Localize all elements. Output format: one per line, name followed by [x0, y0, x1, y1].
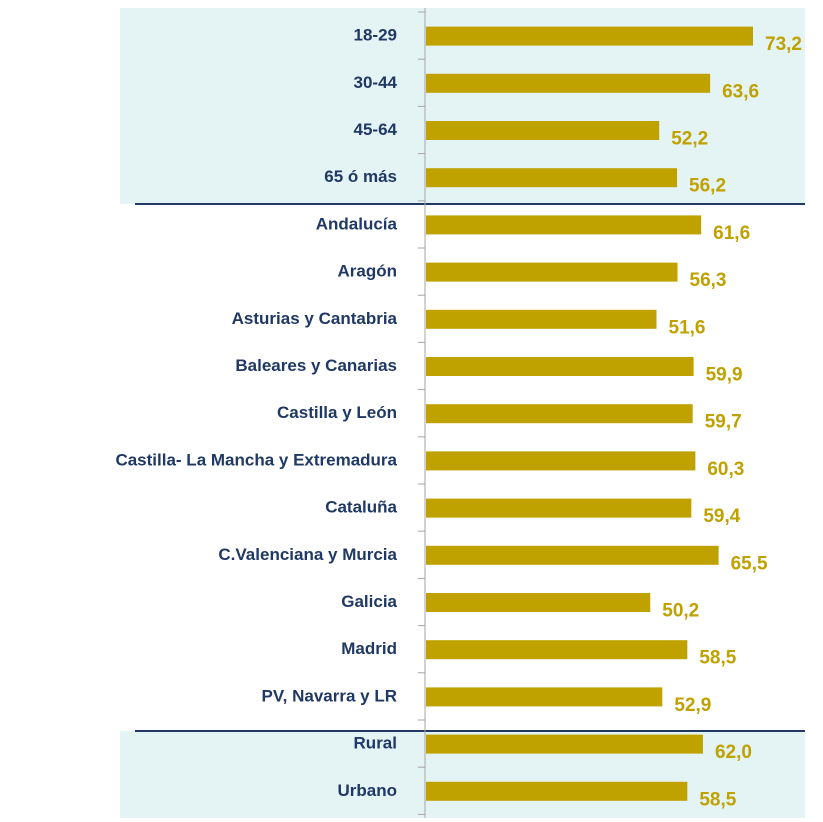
- category-label: Andalucía: [316, 214, 398, 233]
- bar: [426, 687, 663, 707]
- bar: [426, 168, 678, 188]
- value-label: 61,6: [713, 223, 750, 244]
- category-label: Urbano: [338, 781, 398, 800]
- category-label: Aragón: [338, 262, 398, 281]
- bar: [426, 593, 651, 612]
- bar: [426, 498, 692, 518]
- value-label: 56,2: [689, 176, 726, 197]
- value-label: 51,6: [669, 317, 706, 338]
- value-label: 65,5: [731, 553, 768, 574]
- category-label: Asturias y Cantabria: [232, 309, 398, 328]
- bar: [426, 545, 719, 565]
- value-label: 59,4: [703, 506, 740, 527]
- category-label: 45-64: [354, 120, 398, 139]
- category-label: 30-44: [354, 73, 398, 92]
- bar: [426, 404, 693, 424]
- bar: [426, 451, 696, 471]
- category-label: Castilla- La Mancha y Extremadura: [115, 450, 397, 469]
- bar: [426, 357, 694, 376]
- value-label: 63,6: [722, 81, 759, 102]
- category-label: C.Valenciana y Murcia: [218, 545, 397, 564]
- value-label: 58,5: [699, 789, 736, 810]
- bar: [426, 73, 711, 93]
- value-label: 60,3: [707, 459, 744, 480]
- bar: [426, 215, 702, 235]
- category-label: 65 ó más: [324, 167, 397, 186]
- value-label: 62,0: [715, 742, 752, 763]
- category-label: Castilla y León: [277, 403, 397, 422]
- value-label: 52,9: [674, 695, 711, 716]
- bar: [426, 26, 753, 46]
- category-label: Galicia: [341, 592, 397, 611]
- value-label: 58,5: [699, 648, 736, 669]
- category-label: Rural: [354, 734, 397, 753]
- bar: [426, 734, 703, 754]
- category-label: PV, Navarra y LR: [262, 686, 397, 705]
- bar: [426, 309, 657, 329]
- value-label: 59,9: [706, 365, 743, 386]
- value-label: 52,2: [671, 129, 708, 150]
- value-label: 56,3: [690, 270, 727, 291]
- value-label: 50,2: [662, 601, 699, 622]
- category-label: Madrid: [341, 639, 397, 658]
- bar: [426, 781, 688, 801]
- category-label: Baleares y Canarias: [235, 356, 397, 375]
- bar: [426, 262, 678, 282]
- category-label: 18-29: [354, 26, 397, 45]
- bar: [426, 640, 688, 660]
- bar: [426, 121, 660, 140]
- value-label: 73,2: [765, 34, 802, 55]
- value-label: 59,7: [705, 412, 742, 433]
- category-label: Cataluña: [325, 498, 397, 517]
